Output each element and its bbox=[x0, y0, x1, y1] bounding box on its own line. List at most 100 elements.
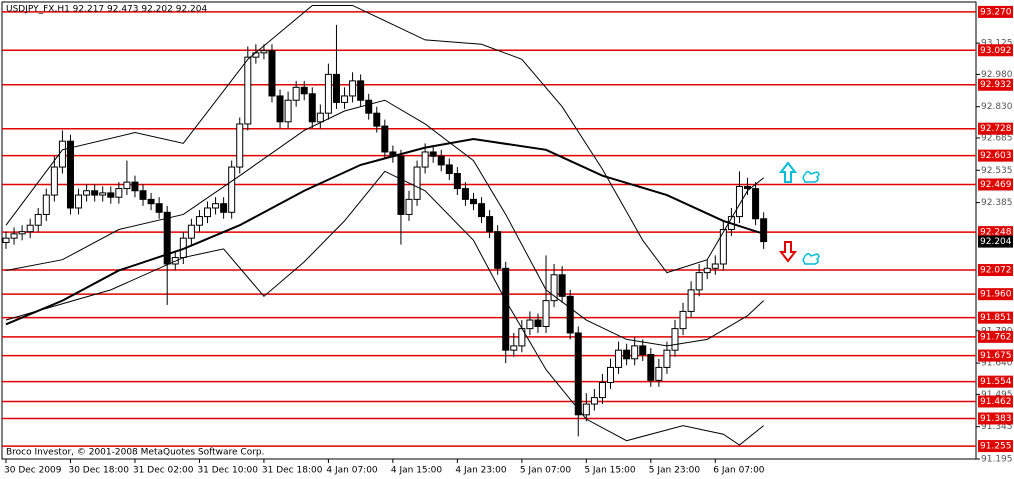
y-tick-label: 91.640 bbox=[981, 359, 1013, 369]
level-label-bg bbox=[978, 264, 1013, 277]
signal-icons bbox=[778, 161, 820, 265]
candle-body bbox=[292, 86, 300, 101]
indicator-line bbox=[5, 138, 764, 326]
level-label-bg bbox=[978, 349, 1013, 362]
candle-body bbox=[10, 233, 18, 239]
y-tick-label: 91.345 bbox=[981, 422, 1013, 432]
candle-body bbox=[421, 151, 429, 168]
candle-body bbox=[284, 99, 292, 123]
candle-body bbox=[695, 272, 703, 291]
hand-icon bbox=[802, 171, 820, 183]
level-label: 91.554 bbox=[980, 377, 1012, 387]
y-tick-label: 92.385 bbox=[981, 198, 1013, 208]
candle-body bbox=[155, 203, 163, 213]
footer: Broco Investor, © 2001-2008 MetaQuotes S… bbox=[6, 448, 265, 458]
candle-body bbox=[316, 112, 324, 123]
candle-body bbox=[18, 231, 26, 235]
candle-body bbox=[123, 181, 131, 190]
plot-frame bbox=[1, 1, 977, 460]
candle-body bbox=[550, 274, 558, 302]
candle-body bbox=[83, 190, 91, 196]
candle-body bbox=[381, 125, 389, 153]
candle-body bbox=[663, 349, 671, 368]
chart-title: USDJPY_FX,H1 92.217 92.473 92.202 92.204 bbox=[6, 5, 207, 15]
x-tick-label: 4 Jan 07:00 bbox=[326, 466, 378, 476]
candle-body bbox=[66, 140, 74, 209]
x-tick-label: 5 Jan 07:00 bbox=[520, 466, 572, 476]
candle-body bbox=[357, 80, 365, 101]
x-tick-label: 31 Dec 18:00 bbox=[262, 466, 323, 476]
candle-body bbox=[163, 211, 171, 265]
candle-body bbox=[469, 198, 477, 205]
candle-body bbox=[760, 218, 768, 243]
candle-body bbox=[397, 155, 405, 215]
candle-body bbox=[647, 353, 655, 381]
candle-body bbox=[574, 332, 582, 416]
x-tick-label: 4 Jan 23:00 bbox=[455, 466, 507, 476]
level-label-bg bbox=[978, 395, 1013, 408]
candle-body bbox=[75, 194, 83, 209]
x-tick-label: 6 Jan 07:00 bbox=[713, 466, 765, 476]
candle-body bbox=[558, 274, 566, 297]
y-tick-label: 93.125 bbox=[981, 39, 1013, 49]
candle-body bbox=[34, 213, 42, 226]
level-label: 93.270 bbox=[980, 7, 1012, 17]
y-tick-label: 91.495 bbox=[981, 390, 1013, 400]
level-label: 93.092 bbox=[980, 46, 1012, 56]
candle-body bbox=[510, 345, 518, 351]
candle-body bbox=[526, 319, 534, 330]
level-label-bg bbox=[978, 44, 1013, 57]
indicator-line bbox=[5, 99, 764, 347]
candle-body bbox=[268, 50, 276, 97]
level-label: 92.072 bbox=[980, 266, 1012, 276]
indicator-line bbox=[5, 170, 764, 446]
candle-body bbox=[204, 207, 211, 218]
candle-body bbox=[655, 366, 663, 381]
candle-body bbox=[365, 99, 373, 114]
candle-body bbox=[607, 366, 614, 384]
candle-body bbox=[429, 151, 437, 157]
candle-body bbox=[494, 231, 502, 269]
candle-body bbox=[99, 192, 107, 196]
candle-body bbox=[26, 224, 34, 233]
x-tick-label: 31 Dec 10:00 bbox=[197, 466, 258, 476]
level-label: 91.960 bbox=[980, 290, 1012, 300]
level-label-bg bbox=[978, 149, 1013, 162]
bid-label: 92.204 bbox=[980, 237, 1012, 247]
level-label-bg bbox=[978, 311, 1013, 324]
level-label-bg bbox=[978, 375, 1013, 388]
candle-body bbox=[147, 198, 155, 205]
candle-body bbox=[91, 190, 99, 196]
candle-body bbox=[195, 216, 203, 226]
candle-body bbox=[131, 181, 139, 192]
candle-body bbox=[445, 164, 453, 175]
y-tick-label: 92.830 bbox=[981, 102, 1013, 112]
candle-body bbox=[228, 166, 236, 213]
down-arrow bbox=[778, 241, 798, 263]
candle-body bbox=[107, 192, 115, 198]
candle-body bbox=[413, 166, 421, 200]
candle-body bbox=[252, 52, 260, 58]
candle-body bbox=[260, 50, 268, 54]
hand-icon bbox=[802, 253, 820, 265]
candle-body bbox=[405, 198, 413, 215]
candle-body bbox=[349, 80, 357, 97]
level-label: 92.248 bbox=[980, 228, 1012, 238]
candle-body bbox=[453, 173, 461, 190]
candle-body bbox=[582, 403, 590, 416]
level-label: 92.932 bbox=[980, 80, 1012, 90]
candle-body bbox=[332, 73, 340, 103]
candle-body bbox=[308, 93, 316, 123]
candle-body bbox=[542, 300, 550, 327]
candle-body bbox=[373, 112, 381, 127]
candle-body bbox=[735, 185, 743, 218]
candle-body bbox=[437, 155, 445, 166]
level-label-bg bbox=[978, 226, 1013, 239]
up-arrow bbox=[778, 161, 798, 183]
candle-body bbox=[744, 185, 752, 190]
x-tick-label: 31 Dec 02:00 bbox=[133, 466, 194, 476]
level-label: 92.469 bbox=[980, 180, 1012, 190]
level-label: 92.728 bbox=[980, 124, 1012, 134]
candle-body bbox=[212, 203, 220, 209]
